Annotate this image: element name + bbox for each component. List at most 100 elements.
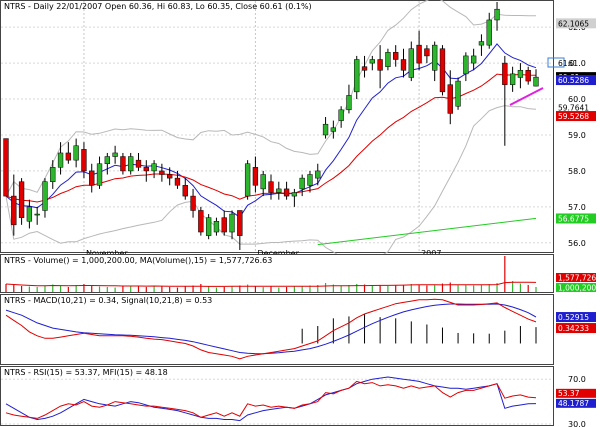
last-value-tag: 59.5268 — [558, 112, 589, 121]
last-value-tag: 61.0 — [558, 59, 575, 68]
up-candle — [478, 41, 485, 46]
up-candle — [229, 213, 235, 233]
up-candle — [385, 52, 391, 67]
down-candle — [143, 167, 149, 172]
down-candle — [174, 177, 181, 186]
down-candle — [182, 185, 188, 197]
mfi-tag: 48.1787 — [558, 399, 589, 408]
up-candle — [291, 192, 298, 197]
up-candle — [486, 19, 492, 46]
time-tick-label: November — [86, 249, 128, 258]
down-candle — [167, 174, 173, 179]
macd-tag: 0.34233 — [558, 324, 589, 333]
down-candle — [198, 210, 204, 233]
down-candle — [89, 170, 95, 186]
up-candle — [346, 95, 352, 111]
volume-ma-line — [5, 281, 537, 287]
last-value-tag: 56.6775 — [558, 214, 589, 223]
volume-panel: NTRS - Volume() = 1,000,200.00, MA(Volum… — [0, 254, 596, 293]
volume-tag: 1,000,200 — [558, 284, 596, 293]
up-candle — [354, 59, 360, 93]
price-tick-label: 59.0 — [568, 131, 586, 140]
up-candle — [151, 163, 157, 172]
up-candle — [517, 70, 524, 78]
bollinger-bands — [5, 0, 537, 266]
down-candle — [81, 149, 87, 172]
up-candle — [509, 73, 516, 85]
volume-ma-tag: 1,577,726 — [558, 274, 596, 283]
time-tick-label: 2007 — [421, 249, 441, 258]
down-candle — [525, 70, 531, 82]
up-candle — [57, 152, 64, 168]
price-tick-label: 60.0 — [568, 95, 586, 104]
up-candle — [276, 188, 282, 193]
bollinger-upper-line — [5, 0, 536, 197]
rsi-label: NTRS - RSI(15) = 53.37, MFI(15) = 48.18 — [4, 368, 168, 377]
price-marker-box[interactable] — [547, 57, 565, 68]
signal-tag-box — [556, 312, 596, 323]
up-candle — [315, 170, 321, 179]
down-candle — [268, 181, 274, 193]
price-tick-label: 58.0 — [568, 167, 586, 176]
price-tick-label: 56.0 — [568, 239, 586, 248]
ma-200-line — [317, 217, 537, 246]
rsi-line — [5, 380, 537, 419]
mfi-tag-box — [556, 398, 596, 408]
down-candle — [3, 138, 9, 197]
macd-label: NTRS - MACD(10,21) = 0.34, Signal(10,21,… — [4, 296, 212, 305]
macd-line — [5, 298, 537, 360]
up-candle — [50, 167, 56, 182]
down-candle — [65, 152, 72, 161]
rsi-panel: NTRS - RSI(15) = 53.37, MFI(15) = 48.18 … — [0, 366, 596, 427]
down-candle — [361, 66, 368, 71]
up-candle — [244, 163, 251, 197]
up-candle — [34, 213, 40, 216]
down-candle — [190, 195, 196, 211]
down-candle — [416, 44, 422, 64]
up-candle — [455, 80, 461, 107]
volume-tag-box — [556, 283, 596, 292]
down-candle — [393, 52, 399, 60]
rsi-tag: 53.37 — [558, 389, 580, 398]
up-candle — [322, 123, 329, 136]
up-candle — [73, 145, 79, 161]
volume-bars — [5, 256, 537, 292]
down-candle — [400, 59, 407, 71]
down-candle — [283, 188, 290, 197]
down-candle — [502, 62, 508, 85]
rsi-lines — [1, 376, 553, 425]
up-candle — [96, 163, 103, 186]
rsi-tick-label: 30.0 — [568, 420, 586, 427]
up-candle — [408, 48, 414, 78]
up-candle — [112, 152, 118, 157]
up-candle — [128, 156, 134, 172]
up-candle — [330, 127, 337, 132]
up-candle — [104, 156, 110, 164]
down-candle — [447, 84, 453, 114]
down-candle — [18, 181, 25, 218]
up-candle — [205, 217, 212, 236]
rsi-tag-box — [556, 388, 596, 398]
signal-tag: 0.52915 — [558, 313, 589, 322]
last-value-tag-box — [556, 111, 596, 122]
up-candle — [213, 220, 220, 233]
macd-tag-box — [556, 323, 596, 334]
down-candle — [252, 167, 259, 186]
up-candle — [369, 59, 375, 64]
volume-ma-tag-box — [556, 273, 596, 282]
last-value-tag-box — [556, 18, 596, 29]
rsi-tick-label: 70.0 — [568, 375, 586, 384]
macd-panel: NTRS - MACD(10,21) = 0.34, Signal(10,21,… — [0, 294, 596, 365]
last-value-tag-box — [556, 213, 596, 224]
up-candle — [299, 177, 305, 190]
up-candle — [463, 55, 469, 75]
signal-line — [5, 303, 537, 355]
last-value-tag: 60.5286 — [558, 76, 589, 85]
down-candle — [159, 170, 165, 175]
up-candle — [533, 76, 539, 87]
down-candle — [120, 156, 126, 172]
mfi-line — [5, 376, 537, 422]
last-value-tag-box — [556, 102, 596, 113]
rsi-axis: 70.0 30.0 — [568, 375, 586, 427]
